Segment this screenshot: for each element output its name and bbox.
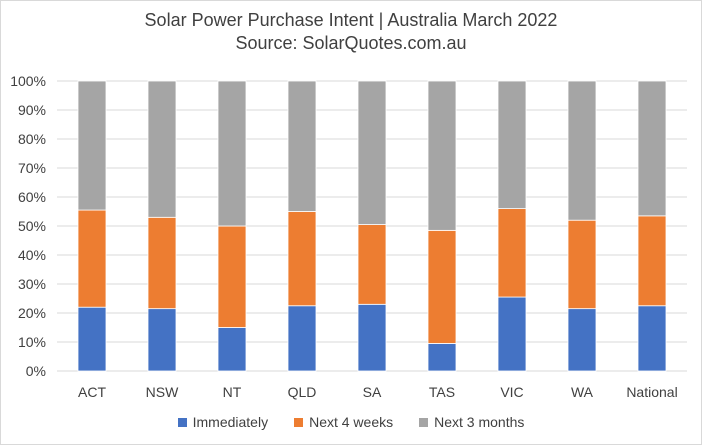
y-tick-label: 30% <box>18 276 46 292</box>
stacked-bar-chart: 0% 10% 20% 30% 40% 50% 60% 70% 80% 90% 100% ACT NSW N… <box>10 73 687 400</box>
bar-segment-next-4-weeks <box>637 215 667 307</box>
chart-legend: Immediately Next 4 weeks Next 3 months <box>1 414 701 430</box>
y-tick-label: 60% <box>18 189 46 205</box>
x-tick-label: WA <box>571 384 594 400</box>
bar-segment-immediately <box>637 305 667 372</box>
chart-title-block: Solar Power Purchase Intent | Australia … <box>1 9 701 55</box>
bar-segment-next-4-weeks <box>77 209 107 308</box>
bar-segment-next-3-months <box>287 80 317 212</box>
y-tick-label: 10% <box>18 334 46 350</box>
bar-segment-next-3-months <box>567 80 597 221</box>
x-tick-label: VIC <box>500 384 523 400</box>
chart-subtitle: Source: SolarQuotes.com.au <box>235 33 467 53</box>
bar-segment-next-4-weeks <box>497 208 527 298</box>
bar-segment-immediately <box>287 305 317 372</box>
legend-item-next-3-months: Next 3 months <box>419 414 524 430</box>
x-tick-label: NT <box>223 384 242 400</box>
x-tick-label: SA <box>363 384 382 400</box>
bar-segment-next-4-weeks <box>567 219 597 310</box>
y-tick-label: 0% <box>26 363 46 379</box>
y-tick-label: 100% <box>10 73 46 89</box>
bar-segment-next-4-weeks <box>287 211 317 307</box>
legend-label-next-3-months: Next 3 months <box>434 414 525 430</box>
bar-segment-next-3-months <box>637 80 667 217</box>
bar-segment-next-3-months <box>147 80 177 218</box>
bar-segment-immediately <box>567 308 597 372</box>
bar-segment-immediately <box>357 303 387 372</box>
bar-segment-next-4-weeks <box>427 229 457 344</box>
bar-segment-immediately <box>427 343 457 372</box>
bar-segment-immediately <box>217 327 247 372</box>
x-tick-label: QLD <box>288 384 317 400</box>
bar-segment-next-3-months <box>77 80 107 211</box>
bar-segment-next-3-months <box>217 80 247 227</box>
legend-label-next-4-weeks: Next 4 weeks <box>309 414 394 430</box>
bar-segment-next-3-months <box>357 80 387 225</box>
chart-title: Solar Power Purchase Intent | Australia … <box>144 10 558 30</box>
legend-item-immediately: Immediately <box>177 414 269 430</box>
x-tick-label: ACT <box>78 384 106 400</box>
legend-item-next-4-weeks: Next 4 weeks <box>294 414 393 430</box>
y-tick-label: 70% <box>18 160 46 176</box>
legend-label-immediately: Immediately <box>192 414 269 430</box>
y-tick-label: 40% <box>18 247 46 263</box>
x-tick-label: National <box>626 384 677 400</box>
bar-segment-next-3-months <box>497 80 527 209</box>
y-tick-label: 80% <box>18 131 46 147</box>
legend-swatch-next-3-months <box>419 417 429 427</box>
bar-segment-next-4-weeks <box>357 224 387 305</box>
bar-segment-immediately <box>497 296 527 372</box>
legend-swatch-next-4-weeks <box>294 417 304 427</box>
bar-segment-immediately <box>147 308 177 372</box>
y-tick-label: 50% <box>18 218 46 234</box>
bar-segment-next-3-months <box>427 80 457 231</box>
y-tick-label: 90% <box>18 102 46 118</box>
legend-swatch-immediately <box>177 417 187 427</box>
x-tick-label: TAS <box>429 384 455 400</box>
bar-segment-immediately <box>77 306 107 372</box>
y-tick-label: 20% <box>18 305 46 321</box>
bar-segment-next-4-weeks <box>217 225 247 328</box>
x-tick-label: NSW <box>146 384 179 400</box>
bar-segment-next-4-weeks <box>147 216 177 310</box>
